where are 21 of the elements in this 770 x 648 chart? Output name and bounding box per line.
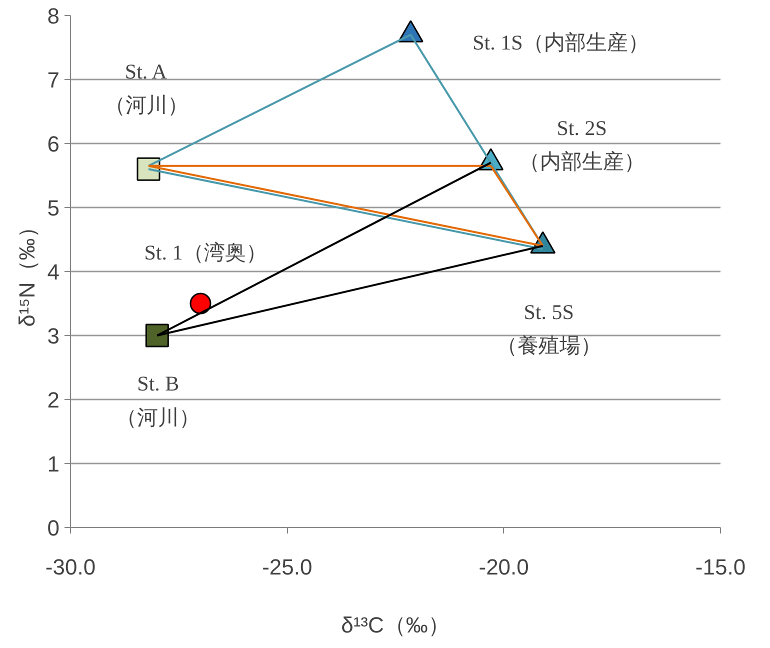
annotation: St. 1（湾奥） [144, 240, 267, 264]
y-tick-label: 2 [47, 388, 60, 412]
annotation: St. 1S（内部生産） [472, 30, 649, 55]
x-tick-label: -15.0 [695, 554, 746, 580]
y-tick-label: 5 [47, 196, 60, 220]
y-tick-label: 7 [47, 68, 60, 92]
x-axis-title: δ¹³C（‰） [341, 612, 450, 638]
y-tick-label: 8 [47, 4, 60, 28]
x-tick-label: -30.0 [45, 554, 96, 580]
y-axis-title: δ¹⁵N（‰） [14, 216, 40, 327]
x-tick-label: -20.0 [478, 554, 529, 580]
annotation: St. A （河川） [104, 59, 188, 117]
annotation: St. 2S （内部生産） [518, 116, 645, 174]
y-tick-label: 6 [47, 132, 60, 156]
x-tick-label: -25.0 [262, 554, 312, 580]
y-tick-label: 0 [47, 516, 60, 540]
y-tick-label: 1 [47, 452, 60, 476]
annotation: St. B （河川） [116, 372, 200, 430]
y-tick-label: 4 [47, 260, 60, 284]
y-tick-label: 3 [47, 324, 60, 348]
annotation: St. 5S （養殖場） [496, 300, 602, 358]
